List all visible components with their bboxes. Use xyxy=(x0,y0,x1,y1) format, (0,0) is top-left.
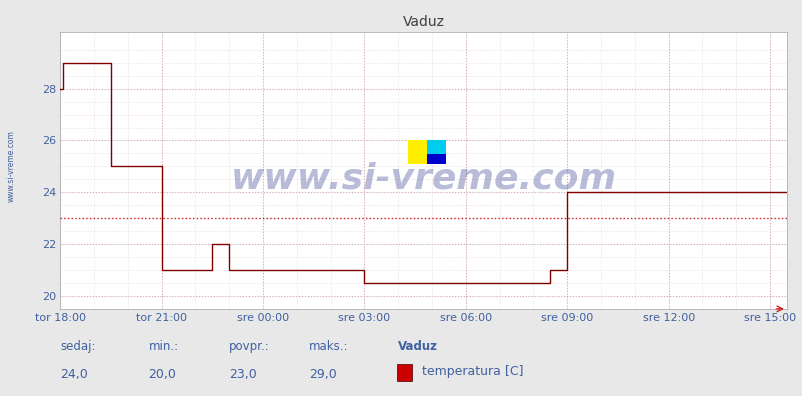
Text: www.si-vreme.com: www.si-vreme.com xyxy=(6,130,15,202)
Bar xyxy=(427,154,445,164)
Title: Vaduz: Vaduz xyxy=(402,15,444,29)
Text: www.si-vreme.com: www.si-vreme.com xyxy=(230,162,616,196)
Text: 29,0: 29,0 xyxy=(309,368,337,381)
Text: 23,0: 23,0 xyxy=(229,368,257,381)
Text: temperatura [C]: temperatura [C] xyxy=(421,365,522,378)
Text: Vaduz: Vaduz xyxy=(397,341,437,354)
Text: min.:: min.: xyxy=(148,341,179,354)
Bar xyxy=(427,141,445,154)
Text: sedaj:: sedaj: xyxy=(60,341,95,354)
Text: 20,0: 20,0 xyxy=(148,368,176,381)
Text: povpr.:: povpr.: xyxy=(229,341,269,354)
Bar xyxy=(408,141,427,164)
Text: maks.:: maks.: xyxy=(309,341,348,354)
Text: 24,0: 24,0 xyxy=(60,368,88,381)
